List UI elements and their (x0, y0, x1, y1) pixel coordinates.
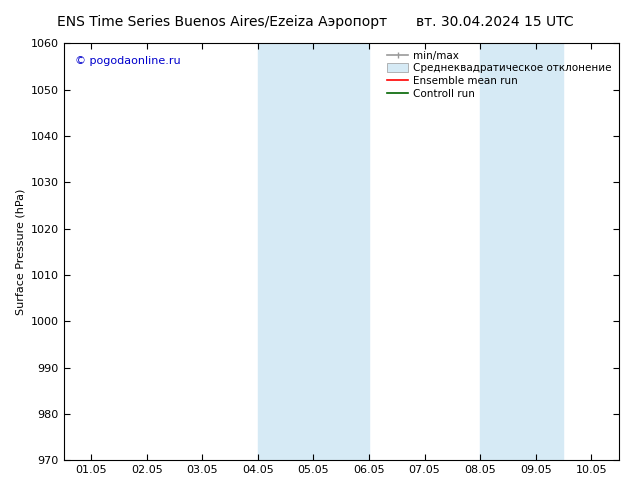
Legend: min/max, Среднеквадратическое отклонение, Ensemble mean run, Controll run: min/max, Среднеквадратическое отклонение… (385, 49, 614, 100)
Bar (480, 44, 564, 460)
Y-axis label: Surface Pressure (hPa): Surface Pressure (hPa) (15, 189, 25, 315)
Text: вт. 30.04.2024 15 UTC: вт. 30.04.2024 15 UTC (416, 15, 573, 29)
Text: © pogodaonline.ru: © pogodaonline.ru (75, 56, 180, 66)
Bar (258, 44, 369, 460)
Text: ENS Time Series Buenos Aires/Ezeiza Аэропорт: ENS Time Series Buenos Aires/Ezeiza Аэро… (57, 15, 387, 29)
